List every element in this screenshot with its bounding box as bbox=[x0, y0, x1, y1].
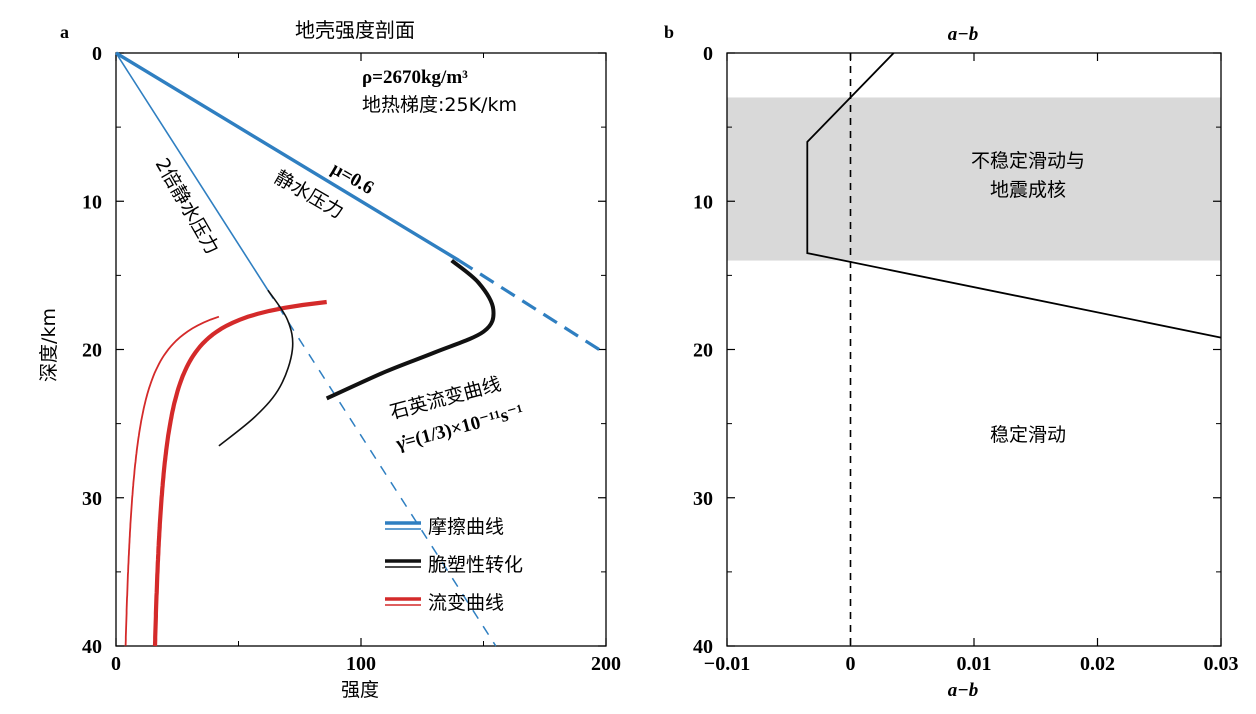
transition-curve-double bbox=[218, 289, 294, 447]
panel-a-ticks: 0 10 20 30 40 0 100 200 bbox=[82, 43, 621, 675]
y-tick-label: 20 bbox=[82, 340, 102, 362]
panel-b-letter: b bbox=[664, 22, 674, 42]
flow-curve-thin bbox=[124, 315, 220, 646]
y-tick-label: 40 bbox=[693, 636, 713, 658]
legend-label: 脆塑性转化 bbox=[428, 554, 523, 576]
panel-a-xlabel: 强度 bbox=[341, 679, 379, 701]
panel-a-ylabel: 深度/km bbox=[38, 308, 60, 382]
x-tick-label: 100 bbox=[346, 653, 376, 675]
panel-a: a 地壳强度剖面 0 10 20 30 40 0 100 200 ρ=2670kg/m³ 地热… bbox=[38, 18, 621, 701]
x-tick-label: −0.01 bbox=[704, 653, 750, 675]
label-stable: 稳定滑动 bbox=[990, 424, 1066, 446]
panel-a-curves bbox=[115, 51, 607, 647]
friction-line-hydrostatic bbox=[115, 51, 460, 262]
a-minus-b-profile bbox=[806, 52, 1222, 339]
legend-label: 流变曲线 bbox=[428, 592, 504, 614]
flow-curve-main bbox=[152, 299, 327, 647]
y-tick-label: 0 bbox=[92, 43, 102, 65]
x-tick-label: 0.03 bbox=[1204, 653, 1239, 675]
y-tick-label: 20 bbox=[693, 340, 713, 362]
y-tick-label: 10 bbox=[693, 191, 713, 213]
legend-label: 摩擦曲线 bbox=[428, 516, 504, 538]
annotation-density: ρ=2670kg/m³ bbox=[362, 67, 468, 88]
x-tick-label: 0 bbox=[846, 653, 856, 675]
panel-a-title: 地壳强度剖面 bbox=[295, 18, 415, 42]
friction-line-double-dashed bbox=[267, 289, 497, 647]
panel-a-letter: a bbox=[60, 22, 69, 42]
panel-b-ticks: 0 10 20 30 40−0.01 0 0.01 0.02 0.03 bbox=[693, 43, 1239, 675]
annotation-mu: μ=0.6 bbox=[328, 158, 378, 199]
transition-curve-hydrostatic bbox=[325, 258, 496, 401]
label-double-hydrostatic: 2倍静水压力 bbox=[151, 155, 224, 259]
y-tick-label: 10 bbox=[82, 191, 102, 213]
panel-a-frame bbox=[115, 52, 607, 647]
y-tick-label: 30 bbox=[82, 488, 102, 510]
label-unstable-line2: 地震成核 bbox=[990, 179, 1066, 201]
x-tick-label: 0 bbox=[111, 653, 121, 675]
x-tick-label: 200 bbox=[591, 653, 621, 675]
x-tick-label: 0.02 bbox=[1080, 653, 1115, 675]
annotation-geothermal-gradient: 地热梯度:25K/km bbox=[362, 94, 517, 116]
y-tick-label: 0 bbox=[703, 43, 713, 65]
panel-b: b a−b 0 10 20 30 40−0.01 0 0.01 0.02 0.03 不稳定滑动与… bbox=[664, 22, 1239, 701]
unstable-band bbox=[727, 97, 1221, 261]
y-tick-label: 40 bbox=[82, 636, 102, 658]
y-tick-label: 30 bbox=[693, 488, 713, 510]
panel-b-title: a−b bbox=[948, 24, 979, 45]
label-unstable-line1: 不稳定滑动与 bbox=[971, 150, 1085, 172]
friction-line-double bbox=[115, 52, 269, 291]
panel-b-xlabel: a−b bbox=[948, 680, 979, 701]
x-tick-label: 0.01 bbox=[957, 653, 992, 675]
friction-line-hydrostatic-dashed bbox=[458, 259, 607, 356]
